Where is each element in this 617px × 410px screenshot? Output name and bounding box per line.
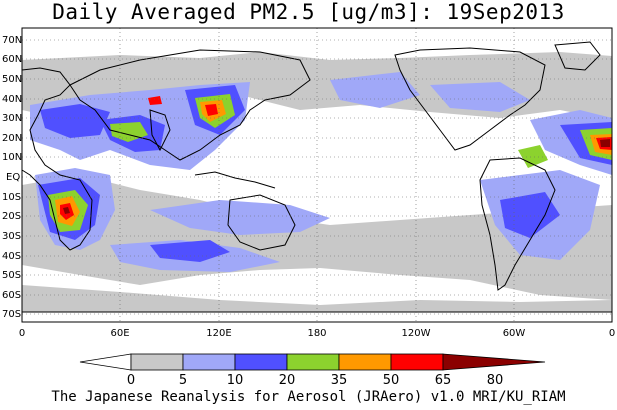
- lat-label: 10N: [2, 152, 22, 163]
- pm25-field: [22, 52, 612, 312]
- field-blue: [150, 240, 230, 262]
- lat-labels: 70N 60N 50N 40N 30N 20N 10N EQ 10S 20S 3…: [2, 35, 22, 320]
- colorbar-swatch-5: [338, 353, 392, 371]
- lat-label: 50N: [2, 74, 22, 85]
- map-frame: [21, 27, 613, 323]
- lat-label: 10S: [2, 192, 21, 203]
- lat-label: EQ: [6, 172, 20, 183]
- colorbar-tick: 5: [179, 373, 187, 388]
- colorbar-swatch-3: [234, 353, 288, 371]
- colorbar-tick: 50: [383, 373, 400, 388]
- lat-label: 60N: [2, 54, 22, 65]
- lon-label: 0: [19, 328, 25, 339]
- lon-label: 120E: [206, 328, 231, 339]
- field-darkred: [63, 207, 70, 214]
- field-lightblue: [430, 82, 530, 112]
- field-lightblue: [330, 72, 420, 108]
- field-blue: [40, 104, 110, 138]
- field-grey: [22, 285, 612, 312]
- lat-label: 60S: [2, 290, 21, 301]
- field-blue: [500, 192, 560, 238]
- lon-label: 180: [307, 328, 326, 339]
- coast-indonesia: [194, 171, 276, 189]
- colorbar-tick: 80: [487, 373, 504, 388]
- coast-asia: [69, 49, 311, 161]
- colorbar-swatch-7: [442, 353, 546, 371]
- colorbar-swatch-2: [182, 353, 236, 371]
- colorbar: 0 5 10 20 35 50 65 80: [79, 353, 546, 388]
- coast-north-america: [394, 47, 546, 151]
- field-lightblue: [150, 200, 330, 235]
- lat-label: 20S: [2, 211, 21, 222]
- lat-label: 70N: [2, 35, 22, 46]
- field-red: [205, 104, 218, 116]
- lon-labels: 0 60E 120E 180 120W 60W 0: [19, 328, 615, 339]
- colorbar-tick: 35: [331, 373, 348, 388]
- field-red: [148, 96, 162, 105]
- colorbar-tick: 20: [279, 373, 296, 388]
- lon-label: 60E: [110, 328, 129, 339]
- coast-india: [149, 109, 171, 152]
- colorbar-swatch-4: [286, 353, 340, 371]
- lat-label: 50S: [2, 270, 21, 281]
- lon-label: 0: [609, 328, 615, 339]
- coast-greenland: [554, 41, 601, 71]
- lat-label: 70S: [2, 309, 21, 320]
- map-title: Daily Averaged PM2.5 [ug/m3]: 19Sep2013: [52, 0, 565, 24]
- coast-australia: [227, 194, 296, 251]
- colorbar-tick: 0: [127, 373, 135, 388]
- colorbar-swatch-6: [390, 353, 444, 371]
- lat-label: 20N: [2, 133, 22, 144]
- field-darkred: [600, 139, 610, 147]
- lon-label: 120W: [402, 328, 431, 339]
- lon-label: 60W: [503, 328, 526, 339]
- credit-line: The Japanese Reanalysis for Aerosol (JRA…: [51, 389, 566, 405]
- coast-europe-africa: [21, 67, 93, 251]
- colorbar-tick: 10: [227, 373, 244, 388]
- colorbar-swatch-1: [130, 353, 184, 371]
- colorbar-tick: 65: [435, 373, 452, 388]
- lat-label: 40N: [2, 94, 22, 105]
- field-green: [518, 145, 548, 168]
- lat-label: 30S: [2, 231, 21, 242]
- lat-label: 40S: [2, 251, 21, 262]
- grid: [22, 28, 612, 322]
- lat-label: 30N: [2, 113, 22, 124]
- colorbar-swatch-0: [79, 353, 132, 371]
